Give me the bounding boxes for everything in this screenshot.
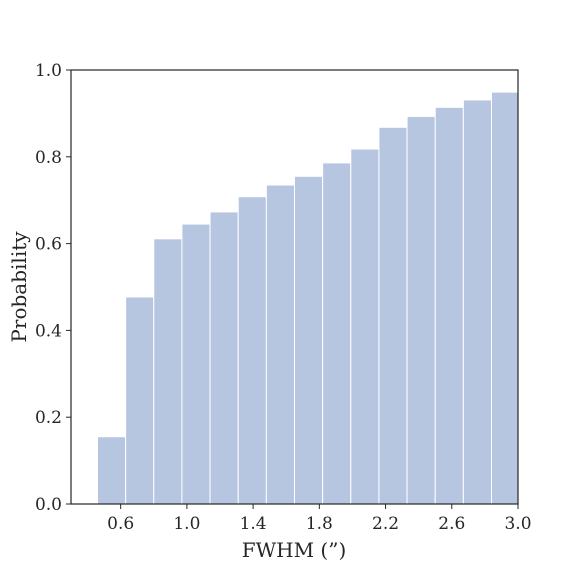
y-tick-label: 0.0 bbox=[35, 495, 62, 515]
histogram-bar bbox=[265, 184, 296, 505]
y-tick-label: 0.6 bbox=[35, 235, 62, 255]
histogram-bar bbox=[434, 106, 464, 505]
histogram-bar bbox=[237, 196, 267, 505]
histogram-bar bbox=[322, 162, 352, 505]
x-tick-label: 2.2 bbox=[372, 514, 399, 534]
x-tick-label: 1.0 bbox=[173, 514, 200, 534]
x-tick-label: 0.6 bbox=[107, 514, 134, 534]
x-tick-label: 3.0 bbox=[504, 514, 531, 534]
x-axis-title: FWHM (”) bbox=[242, 538, 347, 562]
y-axis-title: Probability bbox=[7, 231, 31, 343]
x-axis-ticks: 0.6 1.0 1.4 1.8 2.2 2.6 3.0 bbox=[107, 504, 532, 534]
histogram-bar bbox=[491, 91, 519, 505]
histogram-bar bbox=[406, 115, 436, 505]
y-axis-ticks: 0.0 0.2 0.4 0.6 0.8 1.0 bbox=[35, 61, 71, 515]
histogram-bar bbox=[462, 99, 493, 505]
histogram-bar bbox=[153, 238, 183, 505]
y-tick-label: 0.2 bbox=[35, 408, 62, 428]
plot-frame bbox=[70, 69, 519, 505]
x-tick-label: 2.6 bbox=[438, 514, 465, 534]
histogram-bar bbox=[294, 175, 324, 505]
histogram-bar bbox=[125, 296, 155, 505]
y-tick-label: 0.8 bbox=[35, 148, 62, 168]
y-tick-label: 0.4 bbox=[35, 321, 62, 341]
histogram-bar bbox=[350, 148, 380, 505]
histogram-bar bbox=[96, 436, 127, 505]
histogram-bar bbox=[209, 211, 239, 505]
histogram-bar bbox=[181, 223, 211, 505]
x-tick-label: 1.4 bbox=[240, 514, 267, 534]
y-tick-label: 1.0 bbox=[35, 61, 62, 81]
histogram-bars bbox=[96, 91, 519, 505]
x-tick-label: 1.8 bbox=[306, 514, 333, 534]
histogram-bar bbox=[378, 126, 408, 505]
